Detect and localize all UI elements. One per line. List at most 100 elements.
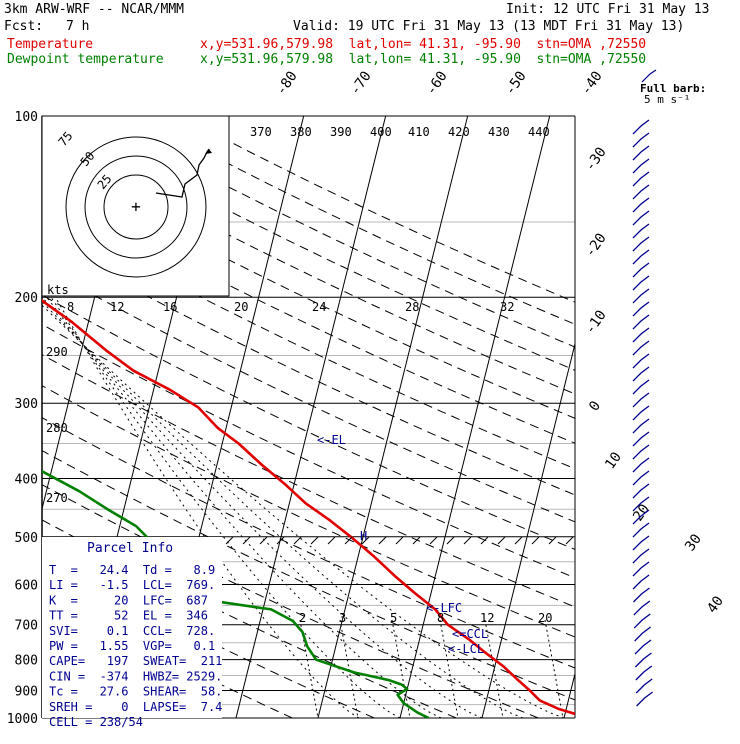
isotherm-label: 0 bbox=[586, 398, 604, 414]
parcel-info-row: SREH = 0 LAPSE= 7.4 bbox=[49, 700, 222, 714]
surface-wind-tick bbox=[328, 537, 335, 544]
surface-wind-tick bbox=[243, 537, 250, 544]
theta-e-label: 420 bbox=[448, 125, 470, 139]
wind-barb bbox=[633, 354, 649, 368]
pressure-tick-500: 500 bbox=[15, 531, 38, 546]
isotherm-line bbox=[236, 116, 386, 718]
isotherm-label: -70 bbox=[347, 68, 375, 98]
wind-barb bbox=[633, 419, 649, 433]
hodograph-center-plus: + bbox=[131, 197, 141, 216]
wind-barb bbox=[633, 146, 649, 160]
wind-barb bbox=[633, 328, 649, 342]
pressure-tick-1000: 1000 bbox=[7, 712, 38, 727]
wind-barb bbox=[635, 653, 651, 667]
dewpoint-legend-label: Dewpoint temperature bbox=[7, 52, 164, 67]
isotherm-label: -20 bbox=[582, 230, 610, 260]
barb-legend-sample bbox=[642, 70, 656, 82]
parcel-info-row: CIN = -374 HWBZ= 2529. bbox=[49, 669, 222, 683]
pressure-tick-900: 900 bbox=[15, 684, 38, 699]
surface-wind-tick bbox=[447, 537, 454, 544]
surface-wind-tick bbox=[515, 537, 522, 544]
wind-barb bbox=[633, 458, 649, 472]
isotherm-label: 40 bbox=[704, 593, 727, 616]
wind-barb bbox=[633, 315, 649, 329]
theta-e-label: 380 bbox=[290, 125, 312, 139]
parcel-info-row: CELL = 238/54 bbox=[49, 715, 143, 729]
mixing-ratio-label: 3 bbox=[339, 611, 346, 625]
theta-e-label: 410 bbox=[408, 125, 430, 139]
surface-wind-tick bbox=[481, 537, 488, 544]
theta-e-label: 270 bbox=[46, 491, 68, 505]
parcel-info-title: Parcel Info bbox=[87, 541, 173, 556]
lfc-marker: <-LFC bbox=[426, 601, 462, 615]
wind-barb bbox=[633, 159, 649, 173]
mixing-ratio-label: 32 bbox=[500, 300, 514, 314]
wind-barb bbox=[633, 224, 649, 238]
surface-wind-tick bbox=[532, 537, 539, 544]
temperature-legend-label: Temperature bbox=[7, 37, 93, 52]
wind-barb bbox=[633, 562, 649, 576]
forecast-hour: 7 h bbox=[66, 19, 89, 34]
surface-wind-tick bbox=[430, 537, 437, 544]
wind-barb bbox=[633, 549, 649, 563]
init-time: Init: 12 UTC Fri 31 May 13 bbox=[506, 2, 710, 17]
pressure-tick-200: 200 bbox=[15, 291, 38, 306]
forecast-label: Fcst: bbox=[4, 19, 43, 34]
mixing-ratio-label: 12 bbox=[480, 611, 494, 625]
el-marker: <-EL bbox=[317, 433, 346, 447]
mixing-ratio-label: 20 bbox=[538, 611, 552, 625]
wind-barb bbox=[633, 445, 649, 459]
wind-barb bbox=[633, 198, 649, 212]
ccl-marker: <=CCL bbox=[452, 627, 488, 641]
temperature-station-info: x,y=531.96,579.98 lat,lon= 41.31, -95.90… bbox=[200, 37, 646, 52]
theta-e-label: 390 bbox=[330, 125, 352, 139]
isotherm-label: -50 bbox=[502, 68, 530, 98]
mixing-ratio-label: 2 bbox=[299, 611, 306, 625]
surface-wind-tick bbox=[498, 537, 505, 544]
valid-time: Valid: 19 UTC Fri 31 May 13 (13 MDT Fri … bbox=[293, 19, 684, 34]
isotherm-line bbox=[482, 116, 632, 718]
isotherm-label: 20 bbox=[630, 501, 653, 524]
wind-barb bbox=[633, 263, 649, 277]
hwbz-marker: H bbox=[360, 529, 367, 543]
wind-barb bbox=[633, 380, 649, 394]
isotherm-line bbox=[318, 116, 468, 718]
theta-e-label: 280 bbox=[46, 421, 68, 435]
wind-barb bbox=[636, 679, 652, 693]
isotherm-label: -10 bbox=[582, 307, 610, 337]
parcel-info-row: T = 24.4 Td = 8.9 bbox=[49, 563, 215, 577]
wind-barb bbox=[633, 393, 649, 407]
surface-wind-tick bbox=[311, 537, 318, 544]
pressure-tick-300: 300 bbox=[15, 397, 38, 412]
surface-wind-tick bbox=[294, 537, 301, 544]
wind-barb bbox=[633, 276, 649, 290]
mixing-ratio-label: 16 bbox=[163, 300, 177, 314]
isotherm-label: 30 bbox=[682, 531, 705, 554]
theta-e-label: 290 bbox=[46, 345, 68, 359]
isotherm-label: -80 bbox=[273, 68, 301, 98]
lcl-marker: <-LCL bbox=[448, 642, 484, 656]
isotherm-line bbox=[728, 116, 740, 718]
surface-wind-tick bbox=[566, 537, 573, 544]
wind-barb bbox=[635, 627, 651, 641]
parcel-info-row: SVI= 0.1 CCL= 728. bbox=[49, 624, 215, 638]
wind-barb bbox=[633, 172, 649, 186]
surface-wind-tick bbox=[464, 537, 471, 544]
mixing-ratio-label: 12 bbox=[110, 300, 124, 314]
surface-wind-tick bbox=[226, 537, 233, 544]
wind-barb bbox=[636, 666, 652, 680]
wind-barb bbox=[633, 133, 649, 147]
wind-barb bbox=[633, 432, 649, 446]
surface-wind-tick bbox=[260, 537, 267, 544]
mixing-ratio-label: 28 bbox=[405, 300, 419, 314]
theta-e-label: 400 bbox=[370, 125, 392, 139]
wind-barb bbox=[633, 406, 649, 420]
parcel-info-row: CAPE= 197 SWEAT= 211 bbox=[49, 654, 222, 668]
parcel-info-row: Tc = 27.6 SHEAR= 58. bbox=[49, 685, 222, 699]
surface-wind-tick bbox=[396, 537, 403, 544]
wind-barb bbox=[633, 575, 649, 589]
wind-barb bbox=[633, 120, 649, 134]
wind-barb bbox=[635, 640, 651, 654]
barb-legend-units: 5 m s⁻¹ bbox=[644, 93, 690, 106]
